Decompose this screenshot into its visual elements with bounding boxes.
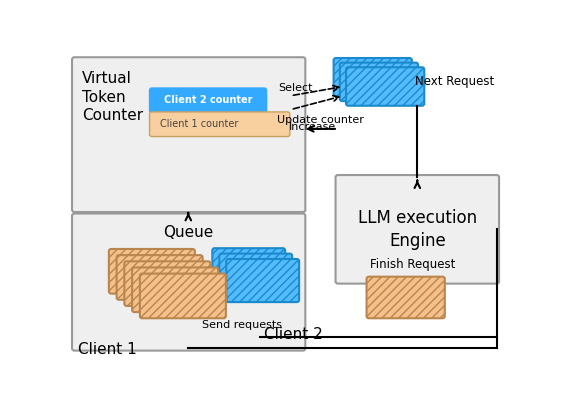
FancyBboxPatch shape (219, 254, 292, 297)
Text: Client 1 counter: Client 1 counter (160, 119, 238, 129)
Text: Client 2: Client 2 (265, 327, 323, 342)
Text: Select: Select (278, 83, 312, 93)
FancyBboxPatch shape (336, 175, 499, 284)
FancyBboxPatch shape (72, 214, 305, 351)
Text: Client 2 counter: Client 2 counter (164, 95, 252, 105)
FancyBboxPatch shape (109, 249, 195, 294)
FancyBboxPatch shape (367, 277, 445, 318)
FancyBboxPatch shape (72, 57, 305, 212)
Text: Queue: Queue (164, 225, 214, 240)
Text: Next Request: Next Request (415, 75, 495, 88)
FancyBboxPatch shape (212, 248, 285, 291)
FancyBboxPatch shape (140, 274, 226, 318)
Text: LLM execution
Engine: LLM execution Engine (358, 208, 477, 250)
FancyBboxPatch shape (149, 88, 267, 113)
Text: Virtual
Token
Counter: Virtual Token Counter (82, 71, 143, 123)
FancyBboxPatch shape (226, 259, 299, 302)
FancyBboxPatch shape (132, 268, 218, 312)
FancyBboxPatch shape (346, 67, 424, 106)
FancyBboxPatch shape (340, 63, 418, 101)
FancyBboxPatch shape (334, 58, 412, 96)
Text: Client 1: Client 1 (78, 342, 137, 357)
FancyBboxPatch shape (125, 261, 210, 306)
Text: Finish Request: Finish Request (371, 258, 456, 271)
Text: Update counter: Update counter (277, 115, 364, 125)
FancyBboxPatch shape (117, 255, 202, 300)
Text: Increase: Increase (289, 122, 336, 132)
Text: Send requests: Send requests (202, 320, 282, 330)
FancyBboxPatch shape (149, 112, 290, 136)
